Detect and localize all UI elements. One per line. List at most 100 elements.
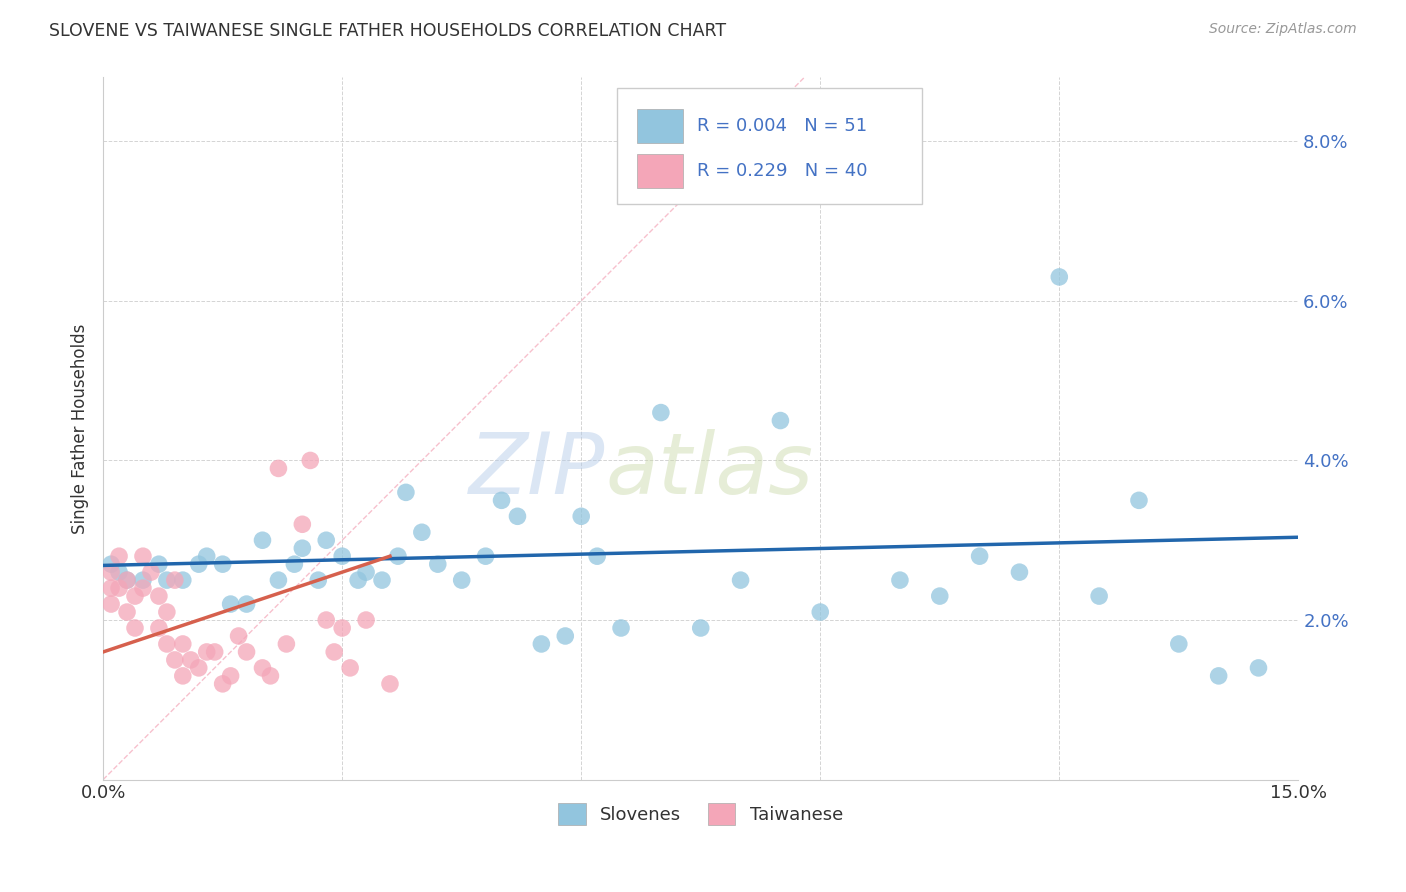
Point — [387, 549, 409, 564]
Point — [148, 589, 170, 603]
Point — [371, 573, 394, 587]
Point — [195, 645, 218, 659]
Point — [554, 629, 576, 643]
Point — [474, 549, 496, 564]
Point — [180, 653, 202, 667]
Point — [650, 406, 672, 420]
Text: atlas: atlas — [605, 429, 813, 512]
Point — [100, 565, 122, 579]
Point — [115, 573, 138, 587]
Point — [132, 581, 155, 595]
Point — [115, 605, 138, 619]
Point — [610, 621, 633, 635]
Point — [267, 573, 290, 587]
Point — [426, 557, 449, 571]
Point — [252, 533, 274, 548]
Point — [849, 158, 872, 172]
Point — [187, 661, 209, 675]
Point — [172, 637, 194, 651]
Text: R = 0.004   N = 51: R = 0.004 N = 51 — [697, 117, 868, 135]
Point — [411, 525, 433, 540]
Point — [1008, 565, 1031, 579]
Point — [219, 669, 242, 683]
Point — [808, 605, 831, 619]
FancyBboxPatch shape — [637, 154, 683, 187]
Point — [235, 645, 257, 659]
Point — [769, 413, 792, 427]
Point — [378, 677, 401, 691]
Point — [219, 597, 242, 611]
Point — [1047, 269, 1070, 284]
FancyBboxPatch shape — [637, 109, 683, 143]
Point — [100, 581, 122, 595]
Point — [276, 637, 298, 651]
Point — [132, 573, 155, 587]
Point — [1208, 669, 1230, 683]
Point — [156, 605, 179, 619]
Point — [491, 493, 513, 508]
Text: Source: ZipAtlas.com: Source: ZipAtlas.com — [1209, 22, 1357, 37]
Point — [291, 541, 314, 556]
Point — [395, 485, 418, 500]
Point — [108, 581, 131, 595]
Point — [315, 613, 337, 627]
Point — [228, 629, 250, 643]
Point — [283, 557, 305, 571]
Text: SLOVENE VS TAIWANESE SINGLE FATHER HOUSEHOLDS CORRELATION CHART: SLOVENE VS TAIWANESE SINGLE FATHER HOUSE… — [49, 22, 727, 40]
Point — [187, 557, 209, 571]
Point — [354, 613, 377, 627]
Point — [450, 573, 472, 587]
Point — [889, 573, 911, 587]
Point — [172, 669, 194, 683]
Point — [124, 589, 146, 603]
Point — [211, 557, 233, 571]
Point — [1088, 589, 1111, 603]
Text: R = 0.229   N = 40: R = 0.229 N = 40 — [697, 161, 868, 180]
Point — [586, 549, 609, 564]
Point — [148, 557, 170, 571]
Point — [530, 637, 553, 651]
Point — [299, 453, 322, 467]
Point — [307, 573, 329, 587]
Point — [172, 573, 194, 587]
Point — [195, 549, 218, 564]
Point — [148, 621, 170, 635]
Point — [163, 653, 186, 667]
Point — [689, 621, 711, 635]
FancyBboxPatch shape — [617, 88, 922, 204]
Point — [132, 549, 155, 564]
Point — [354, 565, 377, 579]
Point — [1247, 661, 1270, 675]
Point — [506, 509, 529, 524]
Point — [291, 517, 314, 532]
Point — [1167, 637, 1189, 651]
Point — [1128, 493, 1150, 508]
Point — [928, 589, 950, 603]
Point — [108, 549, 131, 564]
Y-axis label: Single Father Households: Single Father Households — [72, 323, 89, 533]
Point — [108, 565, 131, 579]
Point — [267, 461, 290, 475]
Point — [139, 565, 162, 579]
Point — [156, 573, 179, 587]
Point — [163, 573, 186, 587]
Text: ZIP: ZIP — [468, 429, 605, 512]
Point — [235, 597, 257, 611]
Point — [252, 661, 274, 675]
Point — [323, 645, 346, 659]
Legend: Slovenes, Taiwanese: Slovenes, Taiwanese — [550, 794, 852, 834]
Point — [211, 677, 233, 691]
Point — [330, 549, 353, 564]
Point — [315, 533, 337, 548]
Point — [100, 597, 122, 611]
Point — [100, 557, 122, 571]
Point — [969, 549, 991, 564]
Point — [156, 637, 179, 651]
Point — [124, 621, 146, 635]
Point — [115, 573, 138, 587]
Point — [339, 661, 361, 675]
Point — [569, 509, 592, 524]
Point — [259, 669, 281, 683]
Point — [730, 573, 752, 587]
Point — [204, 645, 226, 659]
